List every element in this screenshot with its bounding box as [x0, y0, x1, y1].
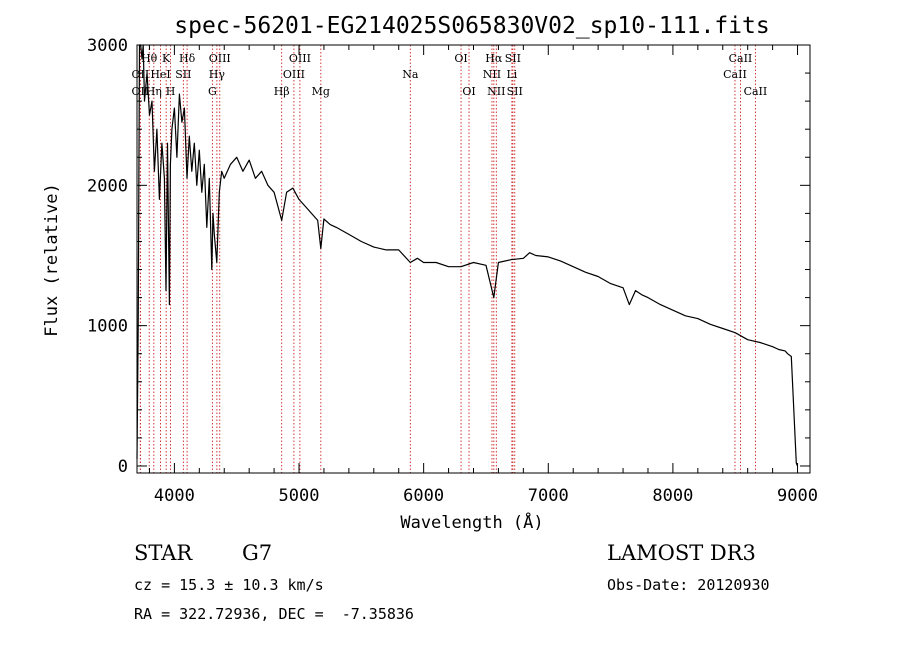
obs-date-text: Obs-Date: 20120930 — [607, 576, 770, 594]
line-marker-label: SII — [507, 85, 523, 98]
line-marker-label: Na — [402, 68, 419, 81]
chart-title: spec-56201-EG214025S065830V02_sp10-111.f… — [174, 13, 769, 39]
line-marker-label: SII — [175, 68, 191, 81]
y-axis-label: Flux (relative) — [42, 183, 62, 337]
plot-frame — [136, 44, 811, 474]
line-marker-label: NII — [483, 68, 501, 81]
survey-label: LAMOST DR3 — [607, 541, 756, 565]
y-tick-label: 3000 — [87, 36, 128, 56]
coords-text: RA = 322.72936, DEC = -7.35836 — [134, 605, 414, 623]
line-marker-label: K — [162, 52, 171, 65]
line-marker-label: HeI — [150, 68, 170, 81]
line-marker-label: OIII — [289, 52, 311, 65]
x-tick-label: 7000 — [528, 486, 569, 506]
x-tick-label: 5000 — [279, 486, 320, 506]
x-axis: 4000 5000 6000 7000 8000 9000 — [148, 45, 818, 506]
line-markers — [139, 45, 756, 473]
line-marker-label: Li — [506, 68, 517, 81]
line-marker-label: CaII — [744, 85, 768, 98]
line-marker-label: OI — [462, 85, 475, 98]
y-tick-label: 0 — [118, 457, 128, 477]
line-marker-label: H — [166, 85, 176, 98]
x-axis-label: Wavelength (Å) — [400, 511, 543, 533]
subclass-label: G7 — [242, 541, 272, 565]
line-marker-label: G — [208, 85, 217, 98]
x-tick-label: 9000 — [777, 486, 818, 506]
line-marker-label: NII — [487, 85, 505, 98]
cz-text: cz = 15.3 ± 10.3 km/s — [134, 576, 324, 594]
line-marker-label: Hδ — [179, 52, 196, 65]
y-tick-label: 1000 — [87, 317, 128, 337]
line-marker-label: OIII — [283, 68, 305, 81]
class-label: STAR — [134, 541, 193, 565]
line-marker-label: Mg — [312, 85, 330, 98]
line-marker-label: CaII — [729, 52, 753, 65]
line-marker-label: Hθ — [141, 52, 158, 65]
line-marker-label: Hη — [146, 85, 162, 98]
x-tick-label: 4000 — [154, 486, 195, 506]
x-tick-label: 6000 — [403, 486, 444, 506]
x-tick-label: 8000 — [652, 486, 693, 506]
spectrum-line — [136, 44, 799, 467]
line-marker-label: OI — [454, 52, 467, 65]
line-marker-label: Hβ — [274, 85, 290, 98]
line-marker-label: SII — [505, 52, 521, 65]
line-marker-label: Hγ — [209, 68, 226, 81]
line-marker-label: OIII — [209, 52, 231, 65]
line-marker-label: OII — [132, 68, 150, 81]
y-axis: 0 1000 2000 3000 — [87, 36, 810, 477]
y-tick-label: 2000 — [87, 176, 128, 196]
line-marker-label: Hα — [485, 52, 503, 65]
line-marker-label: CaII — [723, 68, 747, 81]
